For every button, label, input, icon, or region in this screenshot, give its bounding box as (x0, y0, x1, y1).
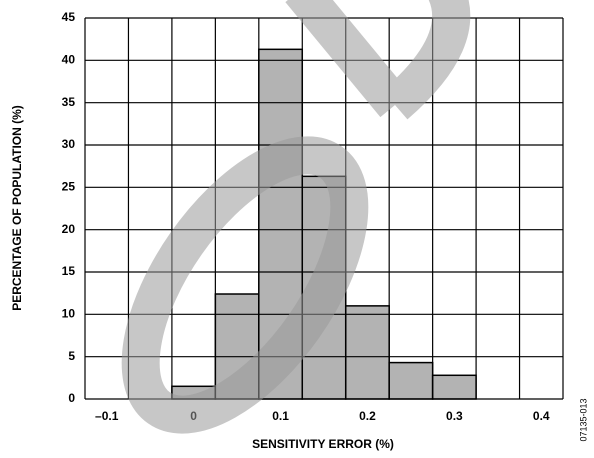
x-tick-label: 0.3 (446, 409, 463, 423)
y-axis-label: PERCENTAGE OF POPULATION (%) (10, 105, 24, 311)
y-tick-label: 45 (62, 10, 76, 24)
y-tick-label: 40 (62, 53, 76, 67)
x-tick-label: 0.2 (359, 409, 376, 423)
y-tick-label: 35 (62, 95, 76, 109)
y-tick-label: 10 (62, 307, 76, 321)
bar (344, 305, 390, 400)
y-tick-label: 30 (62, 137, 76, 151)
x-tick-label: 0.1 (272, 409, 289, 423)
bar (388, 361, 434, 400)
bar (431, 374, 477, 400)
figure-code: 07135-013 (578, 398, 588, 441)
x-tick-label: 0.4 (533, 409, 550, 423)
x-axis-label: SENSITIVITY ERROR (%) (252, 437, 394, 451)
y-tick-label: 20 (62, 222, 76, 236)
x-tick-label: –0.1 (95, 409, 119, 423)
watermark-b (285, 0, 471, 120)
watermark (121, 0, 471, 434)
y-tick-label: 15 (62, 264, 76, 278)
watermark-o (121, 136, 369, 434)
y-tick-label: 5 (68, 349, 75, 363)
y-tick-label: 0 (68, 391, 75, 405)
y-tick-label: 25 (62, 180, 76, 194)
